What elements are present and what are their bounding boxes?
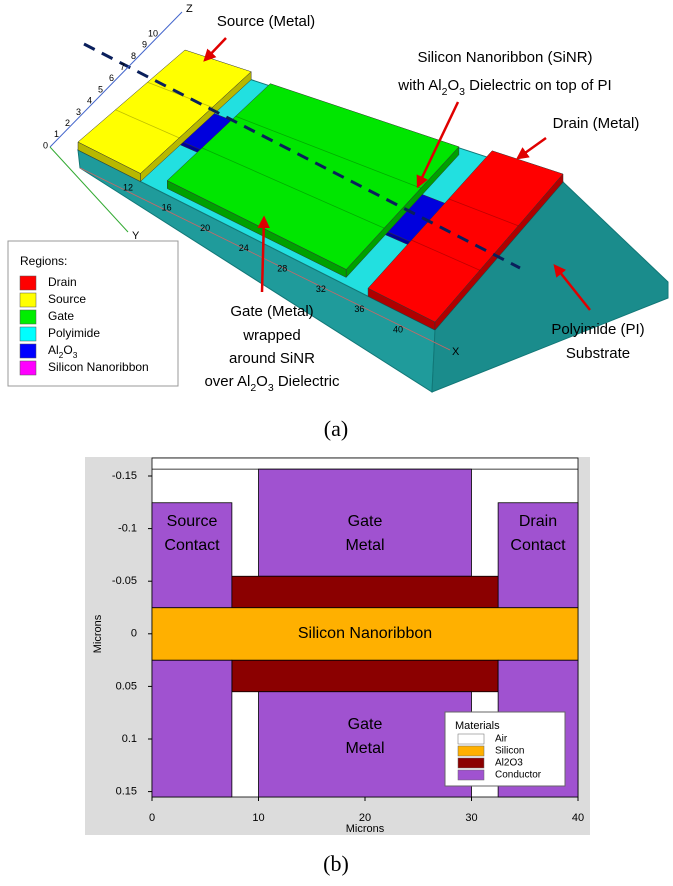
x-tick-label: 40 <box>393 324 403 334</box>
panel-b: Source Contact Gate Metal Drain Contact Gate Me… <box>85 457 590 876</box>
al2o3-top-region <box>232 576 498 608</box>
z-tick-label: 0 <box>43 140 48 150</box>
z-tick-label: 10 <box>148 28 158 38</box>
region-label: Contact <box>164 537 220 554</box>
z-tick-label: 5 <box>98 84 103 94</box>
legend-label: Silicon <box>495 746 524 757</box>
region-label: Gate <box>348 716 383 733</box>
region-label: Silicon Nanoribbon <box>298 625 432 642</box>
y-tick-label: 0.05 <box>116 680 137 692</box>
legend-label: Silicon Nanoribbon <box>48 360 149 374</box>
x-axis-label: Microns <box>346 823 385 835</box>
x-tick-label: 20 <box>200 223 210 233</box>
x-tick-label: 32 <box>316 284 326 294</box>
y-tick-label: 0 <box>131 628 137 640</box>
legend-label: Conductor <box>495 770 542 781</box>
text-part: over Al <box>204 373 250 390</box>
region-label: Source <box>167 513 218 530</box>
annotation: wrapped <box>242 327 301 344</box>
legend-label: Al2O3 <box>495 758 523 769</box>
legend-swatch <box>458 734 484 744</box>
region-label: Metal <box>345 537 384 554</box>
caption: (a) <box>324 416 348 441</box>
annotation: over Al2O3 Dielectric <box>204 373 340 394</box>
annotation: around SiNR <box>229 350 315 367</box>
text-part: 3 <box>73 350 78 360</box>
z-tick-label: 4 <box>87 96 92 106</box>
annotation-arrow <box>518 138 546 158</box>
legend-label: Gate <box>48 309 74 323</box>
legend-swatch <box>20 361 36 375</box>
annotation: Silicon Nanoribbon (SiNR) <box>417 49 592 66</box>
text-part: with Al <box>397 77 441 94</box>
z-tick-label: 2 <box>65 118 70 128</box>
y-axis-label: Y <box>132 230 140 242</box>
region-label: Contact <box>510 537 566 554</box>
legend-swatch <box>20 276 36 290</box>
y-tick-label: -0.05 <box>112 575 137 587</box>
annotation: with Al2O3 Dielectric on top of PI <box>397 77 611 98</box>
text-part: Al <box>48 343 59 357</box>
y-axis-label: Microns <box>92 614 104 653</box>
al2o3-bottom-region <box>232 660 498 692</box>
legend-title: Materials <box>455 720 500 732</box>
text-part: O <box>63 343 72 357</box>
legend-label: Air <box>495 734 508 745</box>
y-tick-label: 0.1 <box>122 733 137 745</box>
annotation: Drain (Metal) <box>553 115 640 132</box>
z-tick-label: 9 <box>142 40 147 50</box>
z-tick-label: 7 <box>120 62 125 72</box>
figure: ZYX0123456789101216202428323640Regions:D… <box>0 0 673 886</box>
x-axis-label: X <box>452 346 460 358</box>
annotation: Polyimide (PI) <box>551 321 644 338</box>
legend-swatch <box>20 344 36 358</box>
legend-swatch <box>20 293 36 307</box>
legend-swatch <box>458 746 484 756</box>
legend-swatch <box>458 770 484 780</box>
annotation: Gate (Metal) <box>230 303 313 320</box>
legend-title: Regions: <box>20 254 67 268</box>
z-tick-label: 6 <box>109 73 114 83</box>
legend-label: Source <box>48 292 86 306</box>
text-part: O <box>447 77 459 94</box>
caption: (b) <box>323 851 349 876</box>
z-tick-label: 8 <box>131 51 136 61</box>
panel-a: ZYX0123456789101216202428323640Regions:D… <box>8 3 668 441</box>
z-tick-label: 1 <box>54 129 59 139</box>
region-label: Drain <box>519 513 557 530</box>
x-tick-label: 0 <box>149 812 155 824</box>
x-tick-label: 36 <box>354 304 364 314</box>
text-part: Dielectric <box>274 373 340 390</box>
annotation: Source (Metal) <box>217 13 315 30</box>
annotation-arrow <box>205 38 226 60</box>
z-axis-label: Z <box>186 3 193 15</box>
conductor-bottom-left <box>152 660 232 797</box>
annotation: Substrate <box>566 345 630 362</box>
z-tick-label: 3 <box>76 107 81 117</box>
text-part: Dielectric on top of PI <box>465 77 612 94</box>
legend-swatch <box>20 327 36 341</box>
legend-label: Drain <box>48 275 77 289</box>
x-tick-label: 10 <box>252 812 264 824</box>
x-tick-label: 12 <box>123 182 133 192</box>
x-tick-label: 16 <box>162 203 172 213</box>
text-part: O <box>256 373 268 390</box>
legend-swatch <box>20 310 36 324</box>
x-tick-label: 40 <box>572 812 584 824</box>
region-label: Metal <box>345 740 384 757</box>
x-tick-label: 24 <box>239 243 249 253</box>
x-tick-label: 30 <box>465 812 477 824</box>
legend-swatch <box>458 758 484 768</box>
y-tick-label: -0.1 <box>118 523 137 535</box>
y-tick-label: 0.15 <box>116 786 137 798</box>
y-tick-label: -0.15 <box>112 470 137 482</box>
x-tick-label: 28 <box>277 264 287 274</box>
legend-label: Polyimide <box>48 326 100 340</box>
region-label: Gate <box>348 513 383 530</box>
